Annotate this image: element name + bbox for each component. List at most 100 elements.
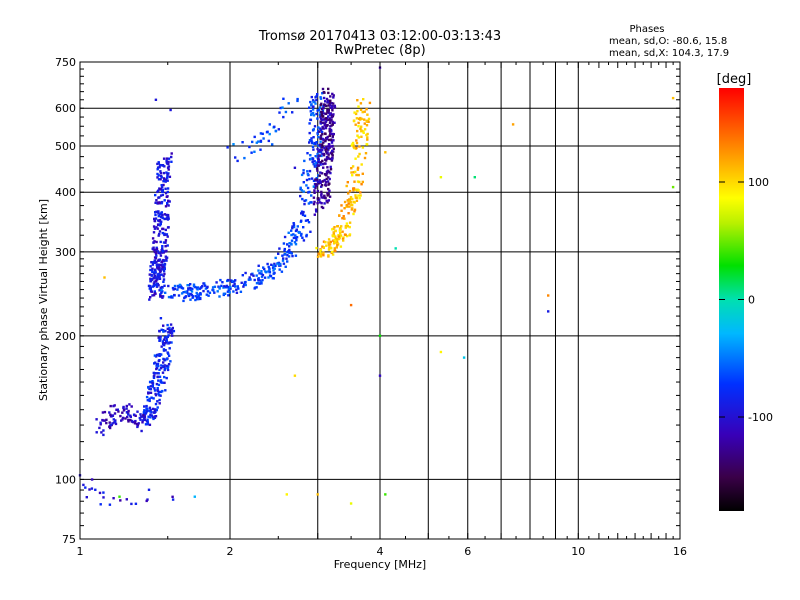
data-point: [357, 173, 360, 177]
data-point: [292, 233, 295, 236]
data-point: [324, 120, 328, 123]
data-point: [160, 288, 163, 292]
data-point: [164, 179, 167, 183]
data-point: [324, 159, 328, 162]
data-point: [318, 106, 322, 109]
data-point: [351, 174, 354, 177]
data-point: [328, 134, 331, 137]
data-point: [291, 225, 294, 228]
data-point: [158, 196, 161, 199]
data-point: [303, 202, 306, 206]
data-point: [336, 241, 339, 245]
data-point: [317, 108, 321, 111]
data-point: [218, 286, 221, 289]
data-point: [148, 423, 152, 426]
data-point: [362, 131, 365, 134]
data-point: [331, 92, 334, 96]
data-point: [258, 282, 261, 285]
data-point: [206, 285, 209, 289]
data-point: [328, 189, 331, 192]
data-point: [378, 374, 382, 377]
data-point: [271, 143, 274, 146]
data-point: [384, 493, 387, 496]
data-point: [219, 278, 222, 282]
data-point: [340, 209, 343, 212]
data-point: [365, 124, 369, 127]
data-point: [195, 296, 199, 299]
data-point: [355, 117, 359, 120]
data-point: [394, 247, 397, 250]
data-point: [90, 487, 94, 490]
data-point: [295, 236, 299, 239]
data-point: [156, 210, 160, 213]
data-point: [265, 271, 268, 274]
data-point: [334, 249, 337, 253]
data-point: [165, 195, 168, 198]
colorbar-tick-label: -100: [748, 411, 773, 424]
data-point: [317, 252, 320, 255]
data-point: [229, 285, 232, 289]
data-point: [157, 178, 161, 181]
data-point: [152, 294, 156, 297]
data-point: [149, 296, 152, 299]
data-point: [291, 226, 294, 230]
data-point: [163, 265, 166, 268]
data-point: [153, 415, 156, 418]
data-point: [324, 100, 327, 103]
data-point: [222, 286, 225, 289]
data-point: [162, 177, 166, 180]
data-point: [163, 199, 166, 202]
data-point: [235, 291, 239, 294]
data-point: [359, 127, 362, 130]
data-point: [313, 141, 317, 145]
data-point: [158, 398, 161, 402]
data-point: [132, 413, 136, 416]
data-point: [167, 157, 171, 160]
data-point: [233, 283, 236, 286]
data-point: [187, 292, 190, 295]
data-point: [473, 176, 476, 179]
data-point: [285, 257, 288, 260]
data-point: [165, 159, 168, 162]
data-point: [328, 101, 331, 105]
data-point: [327, 110, 330, 114]
data-point: [327, 104, 330, 107]
data-point: [315, 162, 318, 165]
data-point: [356, 168, 360, 171]
data-point: [142, 414, 145, 417]
x-tick-label: 1: [77, 545, 84, 558]
data-point: [159, 379, 163, 382]
data-point: [322, 240, 326, 243]
data-point: [192, 283, 196, 286]
data-point: [288, 248, 291, 252]
data-point: [220, 284, 223, 288]
data-point: [320, 202, 323, 205]
data-point: [162, 343, 166, 346]
data-point: [159, 212, 163, 215]
data-point: [348, 225, 351, 229]
data-point: [162, 348, 166, 351]
data-point: [328, 143, 331, 147]
data-point: [149, 277, 152, 280]
data-point: [339, 245, 343, 248]
data-point: [158, 289, 161, 292]
data-point: [267, 265, 270, 269]
data-point: [355, 173, 358, 177]
data-point: [439, 350, 443, 354]
data-point: [160, 190, 164, 193]
data-point: [142, 411, 146, 414]
data-point: [324, 196, 327, 200]
data-point: [355, 196, 358, 200]
data-point: [151, 268, 154, 272]
data-point: [315, 141, 318, 144]
data-point: [158, 230, 162, 233]
data-point: [277, 263, 281, 266]
data-point: [366, 136, 369, 139]
data-point: [187, 284, 191, 287]
data-point: [147, 386, 150, 389]
data-point: [321, 127, 324, 130]
data-point: [139, 418, 142, 421]
data-point: [316, 93, 319, 96]
data-point: [189, 292, 192, 296]
data-point: [328, 170, 331, 174]
